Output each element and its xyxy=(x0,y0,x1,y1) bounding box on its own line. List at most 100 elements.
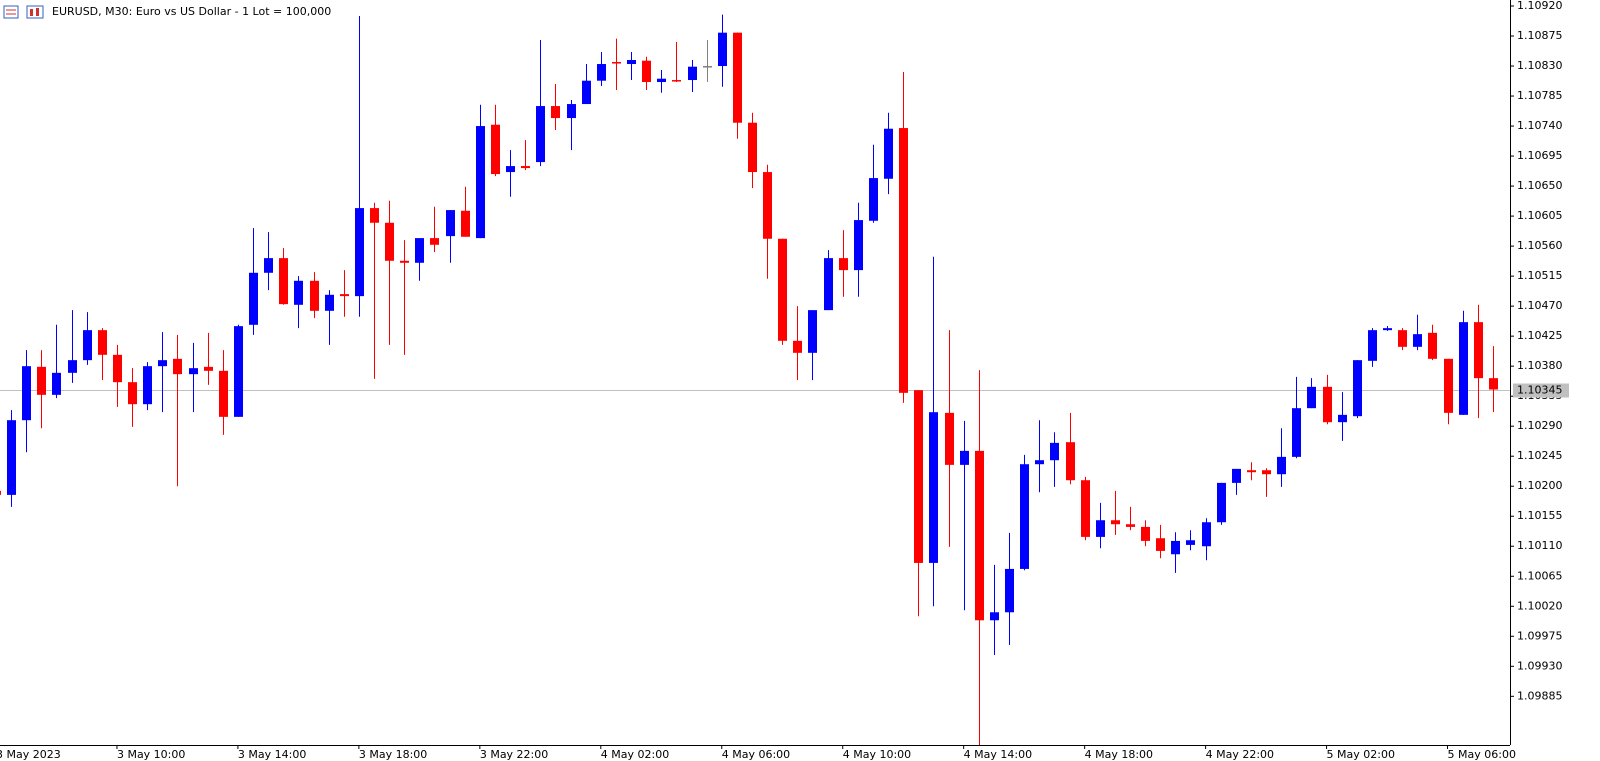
icon-chart xyxy=(26,5,44,19)
y-tick-label: 1.10605 xyxy=(1517,209,1563,222)
candle-body xyxy=(1217,482,1226,523)
y-tick-label: 1.10650 xyxy=(1517,179,1563,192)
candle-body xyxy=(1035,460,1044,465)
candle-body xyxy=(1444,358,1453,413)
candle-body xyxy=(1066,442,1075,481)
y-tick-label: 1.10515 xyxy=(1517,269,1563,282)
candle-body xyxy=(1111,520,1120,525)
candle-body xyxy=(1459,322,1468,415)
candle-body xyxy=(627,60,636,65)
x-tick-label: 3 May 18:00 xyxy=(359,748,427,761)
candle-body xyxy=(914,390,923,563)
candle-body xyxy=(1262,470,1271,475)
candle-body xyxy=(264,258,273,273)
candle-body xyxy=(219,370,228,417)
candle-body xyxy=(1050,442,1059,461)
candle-body xyxy=(189,368,198,375)
x-tick-label: 4 May 10:00 xyxy=(843,748,911,761)
x-tick-label: 4 May 18:00 xyxy=(1085,748,1153,761)
candle-body xyxy=(98,330,107,355)
candle-body xyxy=(1292,408,1301,457)
candle-body xyxy=(899,128,908,393)
candle-body xyxy=(1277,456,1286,475)
candle-body xyxy=(854,220,863,271)
y-tick-label: 1.10020 xyxy=(1517,599,1563,612)
candle-body xyxy=(839,258,848,271)
y-tick-label: 1.10695 xyxy=(1517,149,1563,162)
candle-body xyxy=(249,272,258,325)
candle-body xyxy=(385,222,394,261)
candle-body xyxy=(1126,524,1135,527)
candle-body xyxy=(1368,330,1377,361)
candle-body xyxy=(310,280,319,311)
x-tick-label: 4 May 02:00 xyxy=(601,748,669,761)
y-tick-label: 1.10425 xyxy=(1517,329,1563,342)
candle-body xyxy=(657,78,666,83)
candle-body xyxy=(1202,522,1211,547)
candle-body xyxy=(234,326,243,417)
current-price-label: 1.10345 xyxy=(1517,384,1563,397)
candle-body xyxy=(672,80,681,82)
x-tick-label: 5 May 02:00 xyxy=(1327,748,1395,761)
candle-body xyxy=(294,280,303,305)
candle-body xyxy=(1398,330,1407,347)
icon-bar xyxy=(30,9,33,16)
y-tick-label: 1.10785 xyxy=(1517,89,1563,102)
symbol-icons xyxy=(3,5,44,19)
candle-body xyxy=(1489,378,1498,390)
candle-body xyxy=(461,210,470,237)
candle-body xyxy=(612,62,621,64)
y-tick-label: 1.10245 xyxy=(1517,449,1563,462)
candle-body xyxy=(718,32,727,67)
y-tick-label: 1.09885 xyxy=(1517,689,1563,702)
y-tick-label: 1.10470 xyxy=(1517,299,1563,312)
current-price-box xyxy=(1513,383,1569,398)
candle-body xyxy=(551,106,560,119)
y-tick-label: 1.10155 xyxy=(1517,509,1563,522)
candle-body xyxy=(1428,332,1437,359)
candle-body xyxy=(325,294,334,311)
candle-body xyxy=(990,612,999,621)
candle-body xyxy=(642,60,651,83)
candle-body xyxy=(22,366,31,421)
candle-body xyxy=(582,80,591,105)
candle-body xyxy=(945,412,954,465)
candle-body xyxy=(1156,538,1165,551)
candle-body xyxy=(521,166,530,169)
y-tick-label: 1.10740 xyxy=(1517,119,1563,132)
candle-body xyxy=(869,178,878,221)
candle-body xyxy=(1096,520,1105,537)
candle-body xyxy=(430,238,439,245)
x-tick-label: 3 May 10:00 xyxy=(117,748,185,761)
candle-body xyxy=(355,208,364,297)
candle-body xyxy=(1020,464,1029,569)
candle-body xyxy=(173,358,182,375)
candle-body xyxy=(128,382,137,405)
chart-title: EURUSD, M30: Euro vs US Dollar - 1 Lot =… xyxy=(52,5,331,18)
candle-body xyxy=(597,64,606,81)
candle-body xyxy=(1338,414,1347,423)
candle-body xyxy=(929,412,938,563)
y-tick-label: 1.10290 xyxy=(1517,419,1563,432)
x-tick-label: 3 May 14:00 xyxy=(238,748,306,761)
candle-body xyxy=(1474,322,1483,379)
candle-body xyxy=(415,238,424,263)
candle-body xyxy=(536,106,545,163)
candle-body xyxy=(733,32,742,123)
candle-body xyxy=(143,366,152,405)
x-tick-label: 3 May 22:00 xyxy=(480,748,548,761)
x-tick-label: 4 May 06:00 xyxy=(722,748,790,761)
candle-body xyxy=(506,166,515,173)
y-tick-label: 1.10380 xyxy=(1517,359,1563,372)
candle-body xyxy=(370,208,379,223)
candle-body xyxy=(1413,334,1422,347)
candle-body xyxy=(975,450,984,621)
candle-body xyxy=(1353,360,1362,417)
candle-body xyxy=(37,366,46,395)
y-tick-label: 1.10830 xyxy=(1517,59,1563,72)
candle-body xyxy=(204,366,213,371)
x-tick-label: 4 May 22:00 xyxy=(1206,748,1274,761)
